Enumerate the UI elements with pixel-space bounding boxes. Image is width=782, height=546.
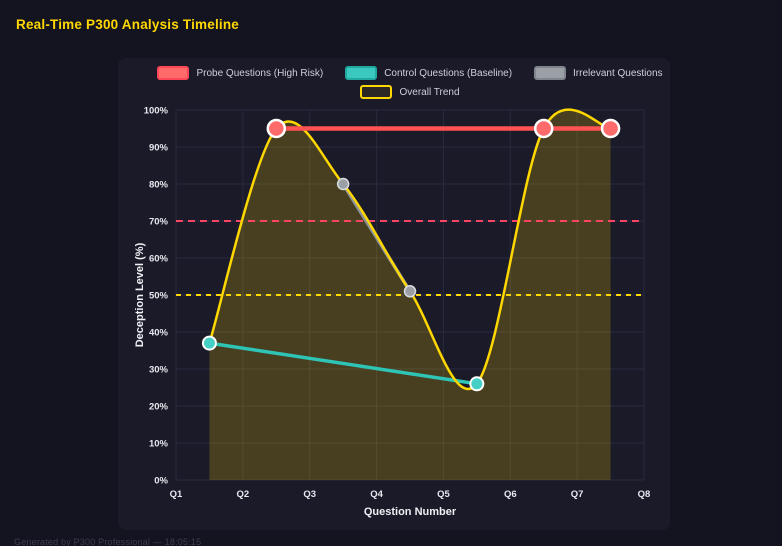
series-line: [207, 341, 479, 386]
y-tick-label: 30%: [149, 365, 169, 376]
x-tick-label: Q8: [638, 489, 651, 500]
legend-row-2: Overall Trend: [360, 85, 460, 99]
legend: Probe Questions (High Risk) Control Quest…: [157, 66, 663, 99]
x-tick-label: Q4: [370, 489, 383, 500]
y-tick-label: 90%: [149, 143, 169, 154]
legend-swatch: [360, 85, 393, 99]
x-tick-label: Q5: [437, 489, 450, 500]
data-point[interactable]: [266, 118, 287, 139]
x-tick-label: Q3: [303, 489, 316, 500]
page-title: Real-Time P300 Analysis Timeline: [16, 17, 240, 32]
legend-label: Irrelevant Questions: [573, 67, 663, 79]
x-tick-label: Q7: [571, 489, 584, 500]
y-tick-label: 70%: [149, 217, 169, 228]
x-tick-label: Q6: [504, 489, 517, 500]
x-axis-title: Question Number: [363, 506, 457, 518]
x-tick-label: Q2: [237, 489, 250, 500]
data-point[interactable]: [533, 118, 554, 139]
x-tick-label: Q1: [170, 489, 183, 500]
y-tick-label: 40%: [149, 328, 169, 339]
y-tick-label: 80%: [149, 180, 169, 191]
legend-swatch: [157, 66, 190, 80]
legend-label: Probe Questions (High Risk): [196, 67, 324, 79]
data-point[interactable]: [600, 118, 621, 139]
data-point[interactable]: [403, 285, 417, 298]
tick-labels: Q1 Q2 Q3 Q4 Q5 Q6 Q7 Q8 0% 10% 20% 30% 40% 50% 60% 70% 8…: [144, 106, 651, 501]
data-point[interactable]: [469, 376, 485, 392]
legend-label: Overall Trend: [399, 86, 460, 98]
data-point[interactable]: [336, 177, 350, 191]
legend-swatch: [345, 66, 378, 80]
y-tick-label: 20%: [149, 402, 169, 413]
y-tick-label: 50%: [149, 291, 169, 302]
legend-swatch: [534, 66, 567, 80]
legend-item[interactable]: Control Questions (Baseline): [345, 66, 512, 80]
y-tick-label: 100%: [144, 106, 169, 117]
chart-svg: Q1 Q2 Q3 Q4 Q5 Q6 Q7 Q8 0% 10% 20% 30% 40% 50% 60% 70% 8…: [144, 106, 651, 501]
legend-item[interactable]: Overall Trend: [360, 85, 460, 99]
legend-label: Control Questions (Baseline): [384, 67, 513, 79]
y-tick-label: 60%: [149, 254, 169, 265]
legend-row-1: Probe Questions (High Risk) Control Quest…: [157, 66, 663, 80]
data-point[interactable]: [201, 335, 217, 351]
legend-item[interactable]: Irrelevant Questions: [534, 66, 663, 80]
chart-panel: Probe Questions (High Risk) Control Quest…: [118, 58, 670, 530]
y-tick-label: 0%: [154, 476, 168, 487]
footer-credit: Generated by P300 Professional — 18:05:1…: [14, 537, 202, 546]
y-tick-label: 10%: [149, 439, 169, 450]
legend-item[interactable]: Probe Questions (High Risk): [157, 66, 323, 80]
